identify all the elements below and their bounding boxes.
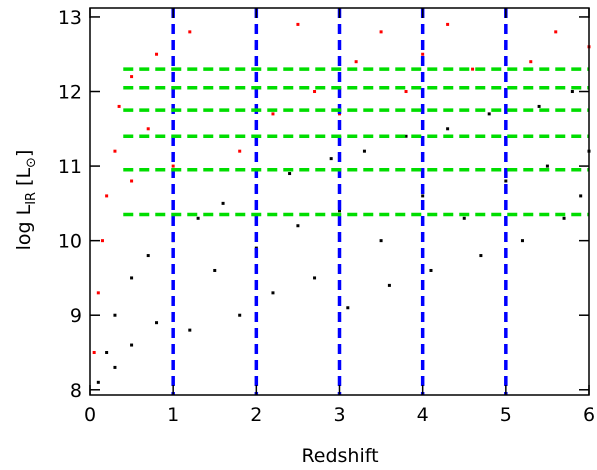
point: [238, 313, 242, 317]
point: [296, 224, 300, 228]
point: [338, 209, 341, 213]
point: [105, 194, 109, 198]
point: [471, 67, 475, 71]
y-label-part: log L: [13, 204, 35, 250]
point: [130, 276, 134, 280]
point: [188, 328, 192, 332]
point: [379, 239, 383, 243]
y-tick-label: 10: [58, 231, 82, 253]
point: [545, 164, 549, 168]
x-tick-label: 6: [583, 404, 595, 426]
y-label-part: ]: [13, 150, 35, 157]
point: [354, 60, 358, 64]
point: [446, 127, 450, 131]
point: [346, 306, 350, 310]
y-tick-label: 13: [58, 7, 82, 29]
point: [537, 104, 541, 108]
point: [387, 283, 391, 287]
point: [296, 22, 300, 26]
point: [313, 276, 317, 280]
y-label-part: [L: [13, 168, 35, 186]
point: [188, 30, 192, 34]
point: [146, 127, 150, 131]
point: [100, 239, 104, 243]
point: [155, 321, 159, 325]
point: [562, 216, 566, 220]
point: [429, 268, 433, 272]
x-tick-label: 4: [417, 404, 429, 426]
y-tick-label: 11: [58, 156, 82, 178]
point: [92, 350, 96, 354]
point: [105, 350, 109, 354]
point: [362, 149, 366, 153]
point: [379, 30, 383, 34]
point: [479, 254, 483, 258]
point: [504, 179, 508, 183]
point: [421, 194, 425, 198]
point: [171, 164, 175, 168]
y-tick-label: 12: [58, 82, 82, 104]
point: [196, 216, 200, 220]
point: [96, 380, 100, 384]
point: [213, 268, 217, 272]
point: [146, 254, 150, 258]
point: [313, 90, 317, 94]
point: [155, 52, 159, 56]
point: [462, 216, 466, 220]
x-axis-label: Redshift: [301, 445, 378, 467]
point: [446, 22, 450, 26]
point: [113, 313, 117, 317]
point: [96, 291, 100, 295]
x-tick-label: 3: [333, 404, 345, 426]
point: [117, 104, 121, 108]
point: [238, 149, 242, 153]
point: [221, 201, 225, 205]
point: [130, 179, 134, 183]
point: [271, 112, 275, 116]
point: [271, 291, 275, 295]
x-tick-label: 2: [250, 404, 262, 426]
point: [130, 75, 134, 79]
point: [404, 90, 408, 94]
point: [579, 194, 583, 198]
point: [113, 149, 117, 153]
point: [570, 90, 574, 94]
point: [529, 60, 533, 64]
point: [113, 365, 117, 369]
point: [554, 30, 558, 34]
y-axis-label: log LIR [L⊙]: [13, 150, 39, 251]
y-tick-label: 8: [70, 380, 82, 402]
x-tick-label: 5: [500, 404, 512, 426]
point: [404, 134, 408, 138]
y-label-part: IR: [24, 192, 39, 205]
x-tick-label: 0: [84, 404, 96, 426]
point: [329, 157, 333, 161]
point: [421, 52, 425, 56]
point: [520, 239, 524, 243]
point: [487, 112, 491, 116]
point: [288, 172, 292, 176]
y-tick-label: 9: [70, 305, 82, 327]
y-label-part: ⊙: [24, 157, 39, 168]
point: [130, 343, 134, 347]
x-tick-label: 1: [167, 404, 179, 426]
